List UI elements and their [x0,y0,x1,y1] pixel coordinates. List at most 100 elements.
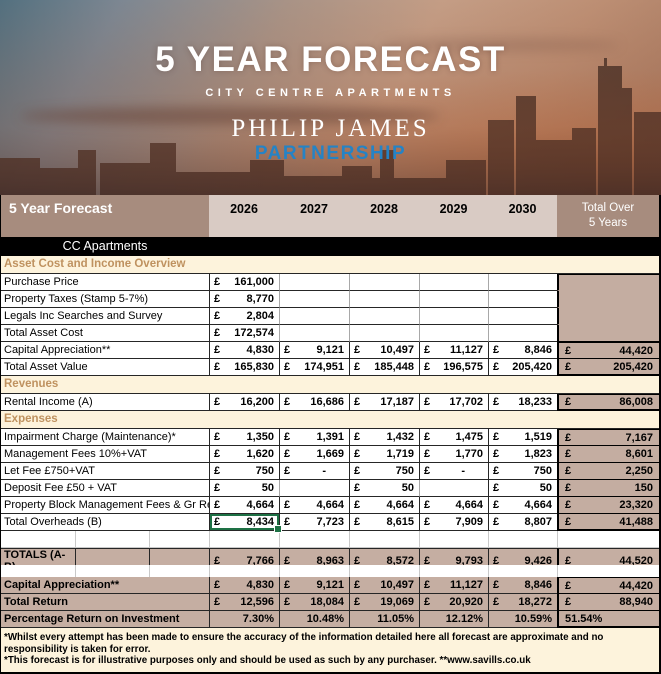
cell-year-2028[interactable]: £4,664 [349,497,419,514]
cell-year-2030[interactable]: £4,664 [488,497,557,514]
cell-year-2027[interactable]: £18,084 [279,594,349,611]
cell-total[interactable]: £23,320 [557,497,659,514]
cell-total[interactable]: £44,420 [557,577,659,594]
cell-year-2028[interactable]: £1,719 [349,446,419,463]
total-column-header[interactable]: Total Over 5 Years [557,195,659,237]
cell-year-2026[interactable]: £750 [209,463,279,480]
cell-total[interactable]: £8,601 [557,446,659,463]
cell-year-2029[interactable] [419,291,488,308]
row-label[interactable]: Property Block Management Fees & Gr Rent [1,497,209,514]
row-label[interactable]: Capital Appreciation** [1,577,209,594]
cell-year-2030[interactable]: £8,807 [488,514,557,531]
row-label[interactable]: Impairment Charge (Maintenance)* [1,429,209,446]
cell-year-2028[interactable]: £8,572 [349,548,419,574]
empty-cell[interactable] [419,565,488,577]
cell-year-2028[interactable]: £19,069 [349,594,419,611]
cell-year-2028[interactable] [349,291,419,308]
total-block-cell[interactable] [557,308,659,325]
cell-year-2027[interactable]: £1,391 [279,429,349,446]
cell-year-2026[interactable]: £4,830 [209,577,279,594]
cell-year-2027[interactable]: £174,951 [279,359,349,376]
cell-year-2028[interactable]: £8,615 [349,514,419,531]
cell-year-2028[interactable] [349,308,419,325]
cell-year-2027[interactable]: £16,686 [279,394,349,411]
year-header-2027[interactable]: 2027 [279,195,349,237]
cell-year-2026[interactable]: £172,574 [209,325,279,342]
cell-year-2027[interactable]: £1,669 [279,446,349,463]
cell-year-2029[interactable] [419,325,488,342]
row-label[interactable]: Total Return [1,594,209,611]
cell-year-2028[interactable]: £185,448 [349,359,419,376]
cell-year-2026[interactable]: £1,350 [209,429,279,446]
row-label[interactable]: Total Asset Value [1,359,209,376]
empty-cell[interactable] [75,531,149,548]
cell-year-2029[interactable]: £1,475 [419,429,488,446]
cell-year-2026[interactable]: £4,830 [209,342,279,359]
cell-total[interactable]: £86,008 [557,394,659,411]
cell-year-2027[interactable]: £9,121 [279,577,349,594]
cell-year-2028[interactable]: £1,432 [349,429,419,446]
cell-year-2029[interactable]: £1,770 [419,446,488,463]
row-label[interactable]: Property Taxes (Stamp 5-7%) [1,291,209,308]
year-header-2030[interactable]: 2030 [488,195,557,237]
cell-year-2028[interactable]: £10,497 [349,342,419,359]
cell-year-2029[interactable] [419,274,488,291]
cell-year-2030[interactable]: £1,823 [488,446,557,463]
empty-cell[interactable] [488,531,557,548]
empty-cell[interactable] [1,531,75,548]
cell-total[interactable]: £41,488 [557,514,659,531]
cell-year-2030[interactable]: £18,233 [488,394,557,411]
total-block-cell[interactable] [557,291,659,308]
year-header-2029[interactable]: 2029 [419,195,488,237]
selected-cell[interactable]: £8,434 [209,514,282,533]
cell-year-2029[interactable]: £ - [419,463,488,480]
property-name[interactable]: CC Apartments [62,239,148,253]
empty-cell[interactable] [488,565,557,577]
row-label[interactable]: Percentage Return on Investment [1,611,209,628]
cell-year-2027[interactable]: £4,664 [279,497,349,514]
row-label[interactable]: Rental Income (A) [1,394,209,411]
cell-year-2029[interactable]: 12.12% [419,611,488,628]
cell-year-2027[interactable] [279,308,349,325]
cell-year-2026[interactable]: £50 [209,480,279,497]
cell-year-2026[interactable]: £2,804 [209,308,279,325]
cell-year-2029[interactable]: £20,920 [419,594,488,611]
empty-cell[interactable] [209,565,279,577]
cell-year-2030[interactable]: £18,272 [488,594,557,611]
row-label[interactable]: Deposit Fee £50 + VAT [1,480,209,497]
cell-year-2027[interactable] [279,325,349,342]
cell-year-2029[interactable]: £196,575 [419,359,488,376]
year-header-2028[interactable]: 2028 [349,195,419,237]
cell-year-2030[interactable]: 10.59% [488,611,557,628]
total-block-cell[interactable] [557,325,659,342]
section-label[interactable]: Expenses [4,413,58,425]
cell-total[interactable]: £7,167 [557,429,659,446]
total-block-cell[interactable] [557,274,659,291]
cell-year-2026[interactable]: £165,830 [209,359,279,376]
cell-year-2026[interactable]: £161,000 [209,274,279,291]
empty-cell[interactable] [557,565,659,577]
empty-cell[interactable] [557,531,659,548]
section-label[interactable]: Revenues [4,378,59,390]
cell-year-2030[interactable]: £750 [488,463,557,480]
cell-year-2027[interactable]: 10.48% [279,611,349,628]
cell-total[interactable]: £2,250 [557,463,659,480]
cell-year-2028[interactable]: £10,497 [349,577,419,594]
cell-total[interactable]: £150 [557,480,659,497]
cell-year-2026[interactable]: £12,596 [209,594,279,611]
cell-year-2027[interactable] [279,274,349,291]
row-label[interactable]: Total Overheads (B) [1,514,209,531]
cell-year-2027[interactable]: £ - [279,463,349,480]
cell-year-2027[interactable]: £7,723 [279,514,349,531]
empty-cell[interactable] [279,531,349,548]
corner-header[interactable]: 5 Year Forecast [1,195,209,237]
empty-cell[interactable] [75,565,149,577]
row-label[interactable]: Total Asset Cost [1,325,209,342]
cell-year-2028[interactable]: 11.05% [349,611,419,628]
cell-total[interactable]: 51.54% [557,611,659,628]
cell-year-2027[interactable]: £9,121 [279,342,349,359]
cell-year-2026[interactable]: 7.30% [209,611,279,628]
row-label[interactable]: Purchase Price [1,274,209,291]
cell-year-2030[interactable]: £205,420 [488,359,557,376]
cell-total[interactable]: £205,420 [557,359,659,376]
